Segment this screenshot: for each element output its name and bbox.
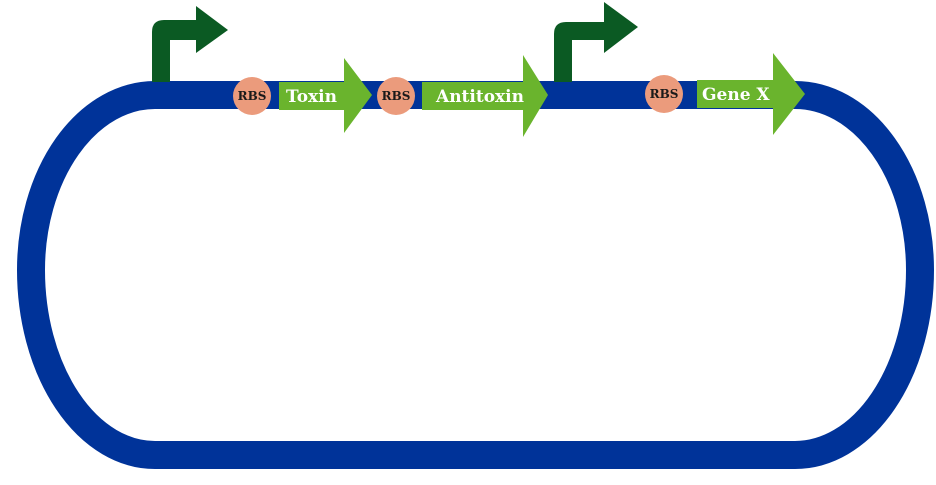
gene-x: Gene X xyxy=(697,53,805,135)
toxin-gene: Toxin xyxy=(279,58,372,133)
antitoxin-gene: Antitoxin xyxy=(422,55,548,137)
rbs-1-label: RBS xyxy=(238,89,267,103)
gene-x-label: Gene X xyxy=(702,85,770,105)
rbs-2-label: RBS xyxy=(382,89,411,103)
rbs-2: RBS xyxy=(377,77,415,115)
plasmid-backbone xyxy=(17,81,934,469)
promoter-2-arrow xyxy=(554,2,638,82)
rbs-3-label: RBS xyxy=(650,87,679,101)
toxin-label: Toxin xyxy=(286,87,337,107)
promoter-1-arrow xyxy=(152,6,228,82)
rbs-3: RBS xyxy=(645,75,683,113)
rbs-1: RBS xyxy=(233,77,271,115)
antitoxin-label: Antitoxin xyxy=(435,87,524,107)
